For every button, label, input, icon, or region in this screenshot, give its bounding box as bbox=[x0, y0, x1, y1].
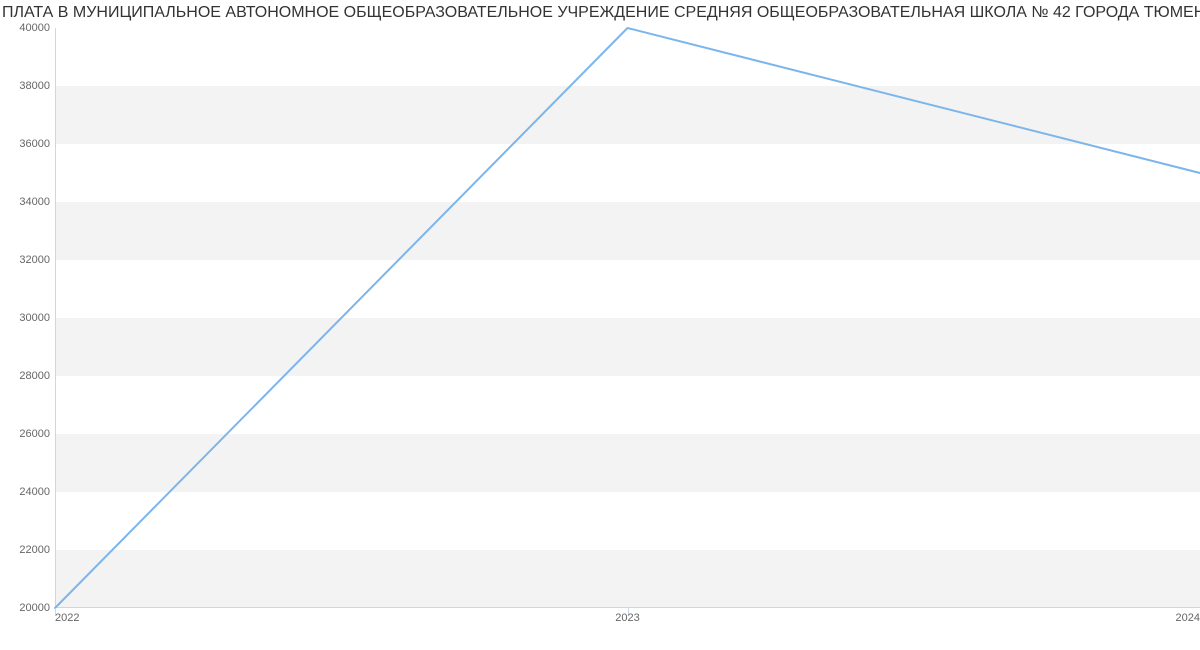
y-tick-label: 34000 bbox=[6, 196, 50, 208]
y-tick-label: 22000 bbox=[6, 544, 50, 556]
chart-title: ПЛАТА В МУНИЦИПАЛЬНОЕ АВТОНОМНОЕ ОБЩЕОБР… bbox=[0, 4, 1200, 22]
y-tick-label: 28000 bbox=[6, 370, 50, 382]
y-tick-label: 24000 bbox=[6, 486, 50, 498]
y-tick-label: 26000 bbox=[6, 428, 50, 440]
x-tick-label: 2024 bbox=[1176, 612, 1200, 624]
data-line bbox=[55, 28, 1200, 608]
y-tick-label: 40000 bbox=[6, 22, 50, 34]
y-tick-label: 30000 bbox=[6, 312, 50, 324]
x-tick-label: 2022 bbox=[55, 612, 79, 624]
x-tick-label: 2023 bbox=[615, 612, 639, 624]
y-tick-label: 38000 bbox=[6, 80, 50, 92]
y-tick-label: 20000 bbox=[6, 602, 50, 614]
plot-area bbox=[55, 28, 1200, 608]
y-tick-label: 36000 bbox=[6, 138, 50, 150]
y-tick-label: 32000 bbox=[6, 254, 50, 266]
chart-container: ПЛАТА В МУНИЦИПАЛЬНОЕ АВТОНОМНОЕ ОБЩЕОБР… bbox=[0, 0, 1200, 650]
